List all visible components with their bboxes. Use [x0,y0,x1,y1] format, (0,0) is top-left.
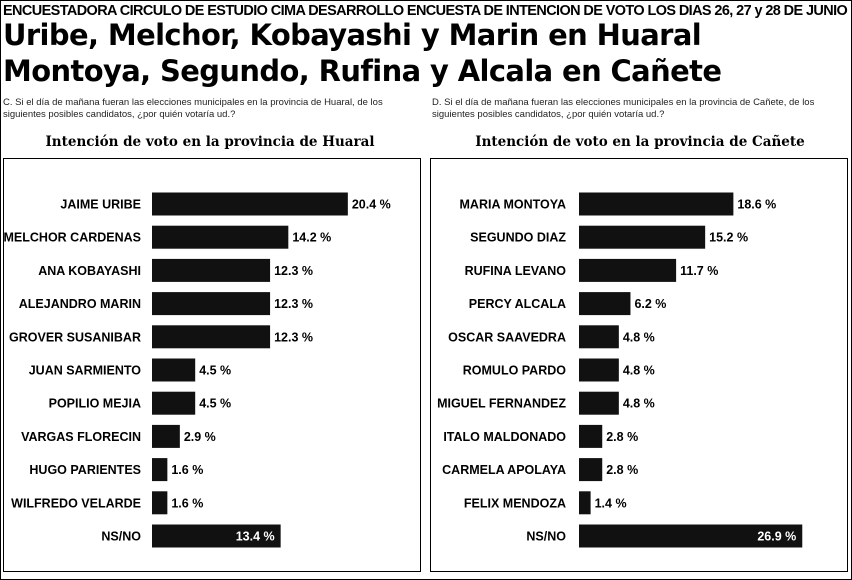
canete-ns-no-label: NS/NO [526,530,566,544]
huaral-ns-no-bar [152,524,281,548]
canete-maria-montoya-value-label: 18.6 % [737,198,776,212]
canete-romulo-pardo-value-label: 4.8 % [623,364,655,378]
headline-canete: Montoya, Segundo, Rufina y Alcala en Cañ… [3,54,722,88]
huaral-popilio-mejia-value-label: 4.5 % [199,397,231,411]
question-canete: D. Si el día de mañana fueran las elecci… [432,97,815,120]
canete-felix-mendoza-value-label: 1.4 % [595,496,627,510]
chart-panel-huaral: JAIME URIBE 20.4 % MELCHOR CARDENAS 14.2 % A… [3,158,421,572]
canete-italo-maldonado-bar [579,424,603,448]
huaral-grover-susanibar-value-label: 12.3 % [274,330,313,344]
canete-percy-alcala-bar [579,292,631,316]
canete-segundo-diaz-value-label: 15.2 % [709,231,748,245]
chart-title-canete: Intención de voto en la provincia de Cañ… [475,134,805,150]
huaral-melchor-cardenas-bar [152,225,289,249]
canete-ns-no-bar [579,524,803,548]
canete-carmela-apolaya-label: CARMELA APOLAYA [442,463,566,477]
huaral-alejandro-marin-label: ALEJANDRO MARIN [19,297,141,311]
huaral-grover-susanibar-bar [152,325,271,349]
huaral-wilfredo-velarde-bar [152,491,168,515]
huaral-vargas-florecin-label: VARGAS FLORECIN [21,430,141,444]
huaral-juan-sarmiento-bar [152,358,196,382]
bar-chart-huaral: JAIME URIBE 20.4 % MELCHOR CARDENAS 14.2 % A… [4,192,391,548]
canete-ns-no-value-label: 26.9 % [757,530,796,544]
huaral-melchor-cardenas-value-label: 14.2 % [292,231,331,245]
canete-miguel-fernandez-label: MIGUEL FERNANDEZ [437,397,566,411]
canete-maria-montoya-label: MARIA MONTOYA [460,198,567,212]
canete-carmela-apolaya-value-label: 2.8 % [606,463,638,477]
huaral-jaime-uribe-label: JAIME URIBE [60,198,141,212]
huaral-popilio-mejia-bar [152,391,196,415]
huaral-ns-no-value-label: 13.4 % [236,530,275,544]
chart-title-huaral: Intención de voto en la provincia de Hua… [45,134,375,150]
canete-romulo-pardo-bar [579,358,619,382]
canete-segundo-diaz-label: SEGUNDO DIAZ [470,231,566,245]
canete-miguel-fernandez-value-label: 4.8 % [623,397,655,411]
canete-felix-mendoza-bar [579,491,591,515]
canete-oscar-saavedra-bar [579,325,619,349]
huaral-ana-kobayashi-bar [152,258,271,282]
canete-segundo-diaz-bar [579,225,706,249]
huaral-juan-sarmiento-value-label: 4.5 % [199,364,231,378]
question-huaral: C. Si el día de mañana fueran las elecci… [3,97,383,120]
huaral-popilio-mejia-label: POPILIO MEJIA [49,397,141,411]
canete-miguel-fernandez-bar [579,391,619,415]
huaral-wilfredo-velarde-value-label: 1.6 % [171,496,203,510]
huaral-grover-susanibar-label: GROVER SUSANIBAR [9,330,141,344]
huaral-vargas-florecin-value-label: 2.9 % [184,430,216,444]
huaral-ns-no-label: NS/NO [101,530,141,544]
canete-rufina-levano-value-label: 11.7 % [680,264,718,278]
canete-rufina-levano-bar [579,258,677,282]
huaral-jaime-uribe-value-label: 20.4 % [352,198,391,212]
huaral-hugo-parientes-label: HUGO PARIENTES [29,463,141,477]
huaral-ana-kobayashi-label: ANA KOBAYASHI [38,264,141,278]
canete-romulo-pardo-label: ROMULO PARDO [463,364,567,378]
huaral-hugo-parientes-value-label: 1.6 % [171,463,203,477]
huaral-jaime-uribe-bar [152,192,348,216]
huaral-wilfredo-velarde-label: WILFREDO VELARDE [11,496,141,510]
bar-chart-canete: MARIA MONTOYA 18.6 % SEGUNDO DIAZ 15.2 % RUF… [437,192,803,548]
huaral-alejandro-marin-bar [152,292,271,316]
huaral-ana-kobayashi-value-label: 12.3 % [274,264,313,278]
chart-panel-canete: MARIA MONTOYA 18.6 % SEGUNDO DIAZ 15.2 % RUF… [430,158,848,572]
canete-felix-mendoza-label: FELIX MENDOZA [464,496,566,510]
huaral-juan-sarmiento-label: JUAN SARMIENTO [29,364,142,378]
headline-huaral: Uribe, Melchor, Kobayashi y Marin en Hua… [3,18,702,52]
canete-italo-maldonado-value-label: 2.8 % [606,430,638,444]
canete-percy-alcala-value-label: 6.2 % [634,297,666,311]
huaral-melchor-cardenas-label: MELCHOR CARDENAS [4,231,141,245]
canete-oscar-saavedra-label: OSCAR SAAVEDRA [448,330,566,344]
canete-maria-montoya-bar [579,192,734,216]
huaral-alejandro-marin-value-label: 12.3 % [274,297,313,311]
canete-carmela-apolaya-bar [579,458,603,482]
huaral-hugo-parientes-bar [152,458,168,482]
canete-oscar-saavedra-value-label: 4.8 % [623,330,655,344]
survey-source-line: ENCUESTADORA CIRCULO DE ESTUDIO CIMA DES… [3,3,848,19]
canete-rufina-levano-label: RUFINA LEVANO [465,264,567,278]
canete-italo-maldonado-label: ITALO MALDONADO [443,430,566,444]
canete-percy-alcala-label: PERCY ALCALA [469,297,566,311]
huaral-vargas-florecin-bar [152,424,180,448]
